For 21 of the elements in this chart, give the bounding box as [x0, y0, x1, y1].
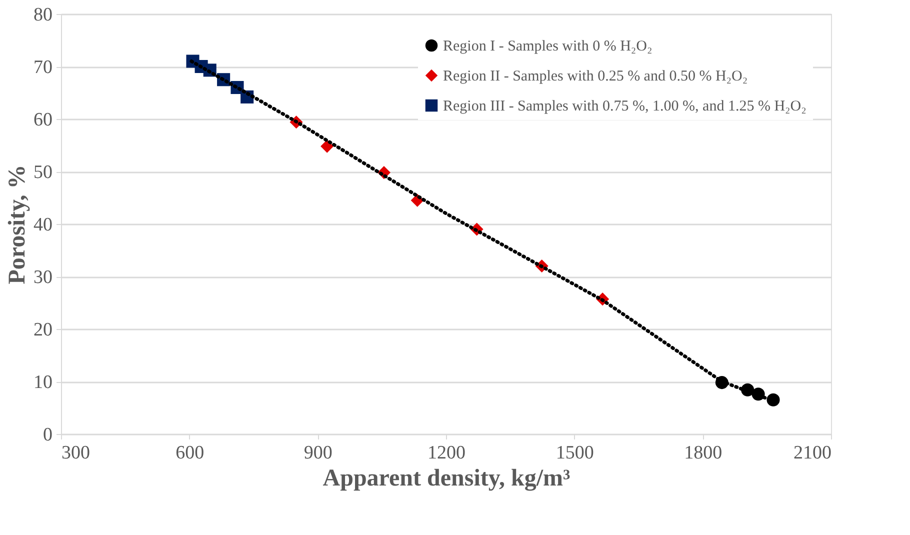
legend-label: Region I - Samples with 0 % H₂O₂ — [443, 38, 652, 54]
legend-label: Region III - Samples with 0.75 %, 1.00 %, and 1.25 % H₂O₂ — [443, 98, 806, 114]
y-tick-label: 10 — [34, 372, 52, 393]
legend-label: Region II - Samples with 0.25 % and 0.50 % H₂O₂ — [443, 68, 748, 84]
y-tick-label: 30 — [34, 267, 52, 288]
x-tick-label: 1200 — [428, 442, 466, 464]
x-tick-label: 300 — [62, 442, 90, 464]
y-tick-label: 70 — [34, 57, 52, 78]
y-tick-label: 60 — [34, 110, 52, 130]
x-axis-title: Apparent density, kg/m³ — [322, 466, 570, 492]
x-tick-label: 600 — [176, 442, 204, 464]
y-tick-label: 50 — [34, 162, 52, 183]
x-tick-label: 1800 — [684, 442, 722, 464]
y-tick-label: 80 — [34, 4, 52, 26]
x-tick-label: 900 — [304, 442, 332, 464]
y-tick-label: 40 — [34, 214, 52, 236]
y-axis-title: Porosity, % — [4, 164, 30, 284]
y-tick-label: 20 — [34, 320, 52, 340]
x-tick-label: 1500 — [556, 442, 594, 464]
x-tick-label: 2100 — [794, 442, 832, 464]
y-tick-label: 0 — [43, 424, 52, 446]
